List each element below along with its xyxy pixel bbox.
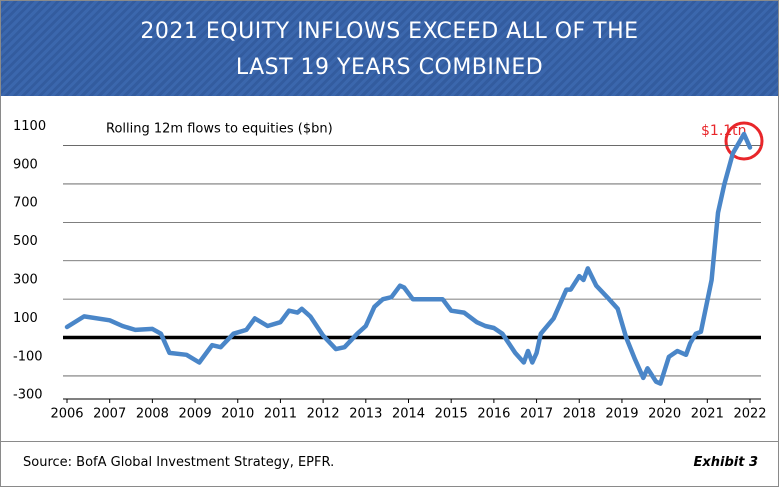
x-tick-label: 2012 [307,407,340,422]
x-tick-label: 2018 [563,407,596,422]
x-tick-label: 2020 [648,407,681,422]
x-tick-label: 2022 [733,407,766,422]
x-tick-label: 2011 [264,407,297,422]
y-tick-label: 100 [13,311,38,326]
x-tick-label: 2007 [93,407,126,422]
x-tick-label: 2021 [691,407,724,422]
title-banner: 2021 EQUITY INFLOWS EXCEED ALL OF THE LA… [1,1,778,96]
x-tick-label: 2016 [477,407,510,422]
x-tick-label: 2010 [221,407,254,422]
y-tick-label: 900 [13,157,38,172]
y-tick-label: -100 [13,349,43,364]
footer: Source: BofA Global Investment Strategy,… [1,441,778,488]
x-tick-label: 2019 [605,407,638,422]
chart-title: LAST 19 YEARS COMBINED [235,55,544,80]
x-tick-label: 2013 [349,407,382,422]
x-tick-label: 2015 [435,407,468,422]
y-tick-label: 300 [13,272,38,287]
x-tick-label: 2017 [520,407,553,422]
y-tick-label: 1100 [13,119,46,134]
x-tick-label: 2009 [179,407,212,422]
chart-title: 2021 EQUITY INFLOWS EXCEED ALL OF THE [140,19,639,44]
series-label: Rolling 12m flows to equities ($bn) [106,122,333,137]
x-tick-label: 2014 [392,407,425,422]
source: Source: BofA Global Investment Strategy,… [23,455,335,470]
y-tick-label: -300 [13,388,43,403]
exhibit-label: Exhibit 3 [693,455,758,470]
y-tick-label: 700 [13,196,38,211]
annotation: $1.1tn [701,123,747,139]
x-tick-label: 2008 [136,407,169,422]
data-line [64,131,753,386]
x-tick-label: 2006 [50,407,83,422]
highlight-circle [724,121,764,161]
y-tick-label: 500 [13,234,38,249]
chart: Rolling 12m flows to equities ($bn) $1.1… [13,119,767,422]
